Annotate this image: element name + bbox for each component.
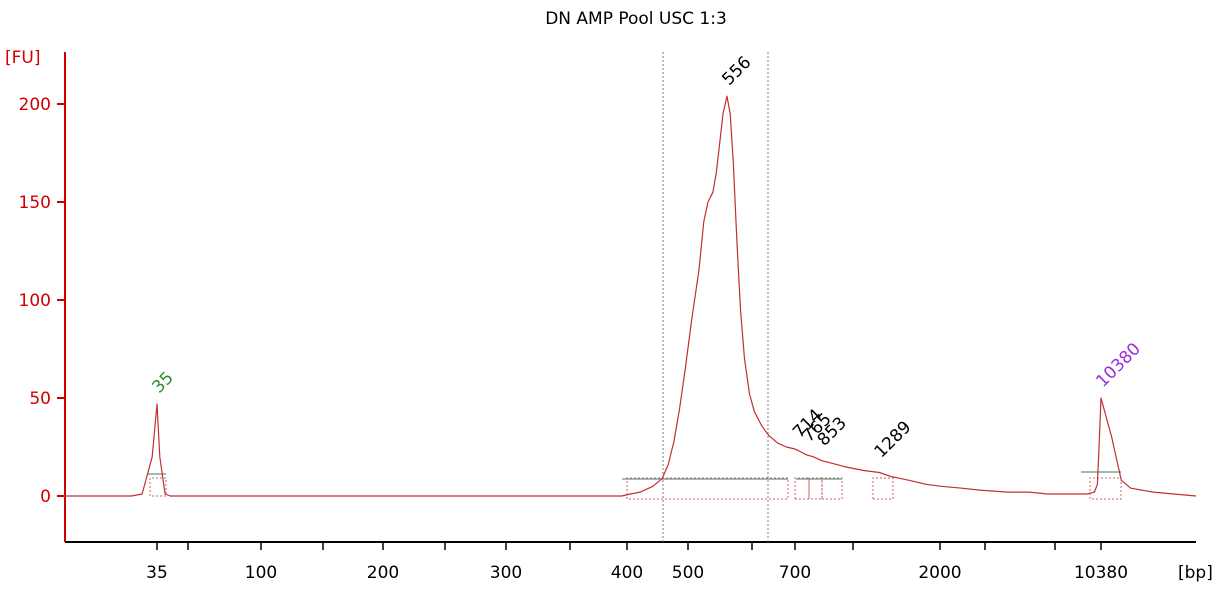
chart-axes: 0 50 100 150 200 35 100 200 300 400 500 700 2000 1038… <box>19 52 1196 583</box>
y-tick-label: 0 <box>40 487 51 507</box>
x-tick-label: 2000 <box>918 563 961 583</box>
chart-annotations <box>148 52 1122 542</box>
series-line <box>64 95 1197 497</box>
peak-area-box <box>808 477 823 500</box>
x-tick-label: 100 <box>245 563 277 583</box>
chart-title: DN AMP Pool USC 1:3 <box>545 9 727 29</box>
y-tick-label: 100 <box>19 291 51 311</box>
y-tick-label: 50 <box>29 389 51 409</box>
peak-area-box <box>794 477 810 500</box>
peak-label: 35 <box>148 368 177 397</box>
x-tick-label: 200 <box>367 563 399 583</box>
y-tick-label: 200 <box>19 95 51 115</box>
peak-label: 10380 <box>1092 339 1144 391</box>
peak-area-box <box>872 477 894 500</box>
peak-area-box <box>821 477 843 500</box>
x-tick-label: 700 <box>779 563 811 583</box>
trace-layer <box>64 95 1197 497</box>
x-tick-label: 400 <box>611 563 643 583</box>
peak-area-box <box>149 477 167 497</box>
peak-area-box <box>626 477 789 500</box>
peak-label: 556 <box>718 53 755 90</box>
x-axis-unit-label: [bp] <box>1178 563 1213 583</box>
y-axis-unit-label: [FU] <box>5 48 41 68</box>
x-tick-label: 500 <box>672 563 704 583</box>
x-tick-label: 300 <box>490 563 522 583</box>
peak-label: 1289 <box>871 417 916 462</box>
x-tick-label: 35 <box>146 563 168 583</box>
x-tick-label: 10380 <box>1074 563 1128 583</box>
peak-area-box <box>1089 477 1122 500</box>
y-tick-label: 150 <box>19 193 51 213</box>
